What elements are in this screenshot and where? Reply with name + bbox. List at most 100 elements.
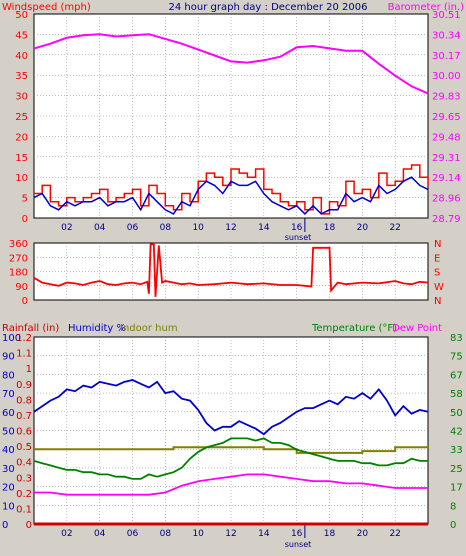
- barometer-y-tick: 30.17: [432, 51, 461, 62]
- humidity-x-tick: 18: [324, 529, 336, 539]
- wind-y-tick: 0: [22, 214, 28, 225]
- rainfall-label: Rainfall (in): [2, 323, 59, 334]
- wind-x-tick: 08: [160, 223, 172, 233]
- humidity-y-tick: 80: [2, 370, 15, 381]
- direction-compass-label: N: [434, 239, 441, 250]
- wind-x-tick: 04: [94, 223, 106, 233]
- rainfall-y-tick: 0.8: [16, 395, 32, 406]
- wind-y-tick: 15: [15, 153, 28, 164]
- humidity-y-tick: 50: [2, 427, 15, 438]
- wind-x-tick: 02: [61, 223, 72, 233]
- wind-gust-line: [34, 164, 429, 215]
- rainfall-y-tick: 0: [26, 520, 32, 531]
- rainfall-y-tick: 1: [26, 364, 32, 375]
- wind-y-tick: 25: [15, 112, 28, 123]
- direction-compass-label: W: [434, 282, 444, 293]
- temperature-y-tick: 75: [450, 352, 463, 363]
- rainfall-y-tick: 0.7: [16, 411, 32, 422]
- rainfall-y-tick: 1.1: [16, 349, 32, 360]
- rainfall-y-tick: 0.2: [16, 489, 32, 500]
- wind-y-tick: 10: [15, 173, 28, 184]
- wind-y-tick: 5: [22, 194, 28, 205]
- wind-x-tick: 10: [192, 223, 204, 233]
- wind-x-tick: 22: [389, 223, 400, 233]
- wind-x-tick: 12: [225, 223, 236, 233]
- humidity-x-tick: 10: [192, 529, 204, 539]
- barometer-line: [33, 33, 429, 95]
- rainfall-y-tick: 0.3: [16, 473, 32, 484]
- temperature-y-tick: 83: [450, 333, 463, 344]
- barometer-y-tick: 29.48: [432, 132, 461, 143]
- wind-y-tick: 40: [15, 51, 28, 62]
- temperature-y-tick: 58: [450, 389, 463, 400]
- barometer-y-tick: 29.65: [432, 112, 461, 123]
- wind-x-tick: 18: [324, 223, 336, 233]
- indoor-hum-label: Indoor hum: [120, 323, 178, 334]
- barometer-y-tick: 30.51: [432, 10, 461, 21]
- direction-y-tick: 180: [9, 268, 28, 279]
- wind-x-tick: 06: [127, 223, 139, 233]
- rainfall-y-tick: 0.1: [16, 504, 32, 515]
- sunset-label-bottom: sunset: [285, 540, 312, 549]
- temperature-y-tick: 25: [450, 464, 463, 475]
- humidity-y-tick: 20: [2, 483, 15, 494]
- dew-point-label: Dew Point: [392, 323, 442, 334]
- humidity-label: Humidity %: [68, 323, 126, 334]
- temperature-y-tick: 42: [450, 427, 463, 438]
- direction-y-tick: 360: [9, 239, 28, 250]
- direction-compass-label: E: [434, 253, 440, 264]
- temperature-y-tick: 0: [450, 520, 456, 531]
- sunset-label-top: sunset: [285, 233, 312, 242]
- humidity-x-tick: 14: [258, 529, 270, 539]
- right-axis-title: Barometer (in.): [388, 2, 464, 13]
- barometer-y-tick: 29.31: [432, 153, 461, 164]
- humidity-x-tick: 08: [160, 529, 172, 539]
- temperature-line: [33, 437, 428, 480]
- humidity-x-tick: 12: [225, 529, 236, 539]
- dew-point-line: [34, 473, 428, 496]
- direction-compass-label: S: [434, 268, 440, 279]
- wind-y-tick: 45: [15, 30, 28, 41]
- humidity-x-tick: 04: [94, 529, 106, 539]
- direction-compass-label: N: [434, 296, 441, 307]
- wind-x-tick: 14: [258, 223, 270, 233]
- temperature-y-tick: 67: [450, 370, 463, 381]
- rainfall-y-tick: 0.6: [16, 427, 32, 438]
- barometer-y-tick: 28.79: [432, 214, 461, 225]
- wind-direction-line: [33, 242, 429, 297]
- humidity-y-tick: 70: [2, 389, 15, 400]
- humidity-y-tick: 30: [2, 464, 15, 475]
- humidity-y-tick: 90: [2, 352, 15, 363]
- temperature-y-tick: 17: [450, 483, 463, 494]
- wind-y-tick: 30: [15, 92, 28, 103]
- humidity-x-tick: 20: [357, 529, 369, 539]
- wind-y-tick: 35: [15, 71, 28, 82]
- direction-y-tick: 270: [9, 253, 28, 264]
- indoor-humidity-line: [34, 445, 429, 454]
- chart-marks: 0510152025303540455028.7928.9629.1429.31…: [2, 10, 463, 539]
- humidity-x-tick: 16: [291, 529, 303, 539]
- humidity-x-tick: 06: [127, 529, 139, 539]
- wind-x-tick: 16: [291, 223, 303, 233]
- wind-y-tick: 50: [15, 10, 28, 21]
- barometer-y-tick: 29.83: [432, 92, 461, 103]
- humidity-x-tick: 22: [389, 529, 400, 539]
- rainfall-y-tick: 1.2: [16, 333, 32, 344]
- humidity-y-tick: 10: [2, 501, 15, 512]
- barometer-y-tick: 30.34: [432, 30, 461, 41]
- direction-y-tick: 0: [22, 296, 28, 307]
- barometer-y-tick: 30.00: [432, 71, 461, 82]
- wind-y-tick: 20: [15, 132, 28, 143]
- barometer-y-tick: 28.96: [432, 194, 461, 205]
- temperature-y-tick: 33: [450, 445, 463, 456]
- humidity-y-tick: 100: [2, 333, 21, 344]
- barometer-y-tick: 29.14: [432, 173, 461, 184]
- temperature-label: Temperature (°F): [311, 323, 397, 334]
- humidity-line: [33, 379, 429, 436]
- temperature-y-tick: 50: [450, 408, 463, 419]
- humidity-y-tick: 60: [2, 408, 15, 419]
- wind-x-tick: 20: [357, 223, 369, 233]
- rainfall-y-tick: 0.9: [16, 380, 32, 391]
- wind-avg-line: [33, 176, 429, 215]
